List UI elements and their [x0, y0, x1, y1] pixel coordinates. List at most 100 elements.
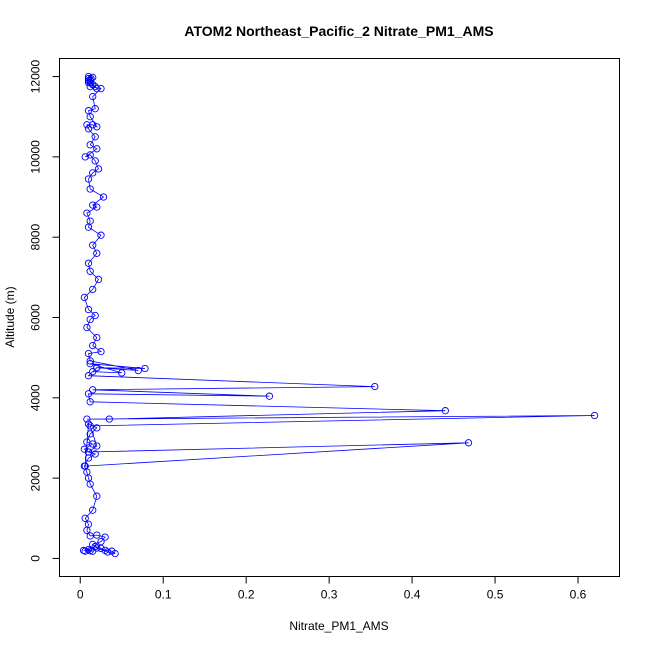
y-tick-label: 6000 — [29, 304, 43, 331]
data-point — [84, 448, 93, 456]
x-axis: 0 0.1 0.2 0.3 0.4 0.5 0.6 — [77, 576, 587, 602]
chart-title: ATOM2 Northeast_Pacific_2 Nitrate_PM1_AM… — [184, 23, 493, 39]
data-point — [134, 366, 142, 375]
data-point — [84, 107, 93, 115]
y-tick-label: 12000 — [29, 60, 43, 94]
data-point — [84, 372, 93, 380]
data-point — [89, 386, 97, 394]
data-point — [84, 72, 93, 81]
data-point — [111, 549, 119, 558]
data-point — [91, 157, 99, 165]
data-point — [93, 333, 101, 342]
data-point — [86, 398, 94, 406]
data-point — [86, 267, 94, 275]
data-point — [93, 123, 101, 131]
data-point — [86, 315, 94, 324]
y-tick-label: 0 — [29, 555, 43, 562]
data-point — [84, 420, 93, 428]
data-point — [86, 532, 94, 540]
data-point — [93, 249, 101, 257]
data-point — [89, 341, 97, 350]
data-point — [118, 369, 126, 377]
data-point — [94, 165, 103, 173]
data-point — [83, 323, 91, 332]
data-point — [94, 275, 103, 284]
data-point — [91, 133, 99, 141]
data-point — [86, 422, 94, 430]
data-point — [265, 392, 274, 400]
x-tick-label: 0.2 — [238, 588, 255, 602]
data-point — [93, 424, 101, 432]
data-point — [89, 241, 97, 249]
data-point — [84, 349, 93, 358]
data-point — [97, 537, 105, 546]
x-tick-label: 0.1 — [155, 588, 172, 602]
data-point — [91, 105, 99, 113]
data-point — [83, 438, 91, 446]
data-point — [89, 121, 97, 129]
data-point — [81, 462, 89, 470]
y-tick-label: 8000 — [29, 224, 43, 251]
data-point — [86, 185, 94, 193]
data-point — [91, 82, 99, 91]
data-point — [86, 141, 94, 149]
data-point — [84, 545, 93, 554]
data-point — [83, 415, 91, 423]
data-point — [371, 382, 379, 391]
x-tick-label: 0.4 — [404, 588, 421, 602]
x-tick-label: 0.6 — [570, 588, 587, 602]
y-axis-label: Altitude (m) — [3, 286, 17, 347]
data-point — [441, 407, 449, 415]
data-point — [89, 540, 97, 549]
data-point — [84, 175, 93, 183]
data-point — [590, 411, 599, 420]
data-point — [89, 506, 97, 514]
plot-frame — [59, 58, 620, 577]
data-point — [93, 544, 101, 552]
data-point — [103, 548, 112, 556]
data-point — [101, 533, 109, 541]
data-point — [80, 293, 89, 302]
data-points — [79, 72, 599, 558]
y-tick-label: 2000 — [29, 464, 43, 491]
data-point — [464, 439, 473, 447]
data-point — [84, 390, 93, 398]
data-point — [93, 442, 101, 450]
data-point — [81, 547, 89, 555]
series-line — [83, 76, 595, 554]
x-tick-label: 0.5 — [487, 588, 504, 602]
data-point — [93, 145, 101, 153]
data-point — [89, 285, 97, 294]
data-point — [93, 84, 101, 93]
data-point — [97, 231, 105, 239]
x-axis-label: Nitrate_PM1_AMS — [289, 619, 388, 633]
data-point — [89, 368, 97, 376]
data-point — [91, 450, 99, 458]
data-point — [84, 520, 93, 528]
data-point — [91, 311, 99, 320]
data-point — [83, 121, 91, 129]
y-tick-label: 4000 — [29, 384, 43, 411]
data-point — [105, 415, 113, 423]
data-point — [81, 514, 89, 522]
data-point — [87, 74, 95, 83]
x-tick-label: 0.3 — [321, 588, 338, 602]
data-point — [86, 357, 94, 365]
data-point — [93, 492, 101, 500]
data-point — [97, 347, 105, 356]
data-point — [141, 364, 149, 373]
x-tick-label: 0 — [77, 588, 84, 602]
data-point — [89, 201, 97, 209]
y-axis: 0 2000 4000 6000 8000 10000 12000 — [29, 60, 60, 562]
data-point — [83, 209, 91, 217]
data-point — [86, 151, 94, 159]
data-point — [86, 360, 94, 368]
data-point — [81, 153, 89, 161]
data-point — [99, 193, 108, 201]
data-point — [79, 546, 88, 555]
data-point — [89, 92, 97, 101]
data-point — [89, 169, 97, 177]
data-point — [84, 74, 93, 83]
data-point — [84, 259, 93, 267]
